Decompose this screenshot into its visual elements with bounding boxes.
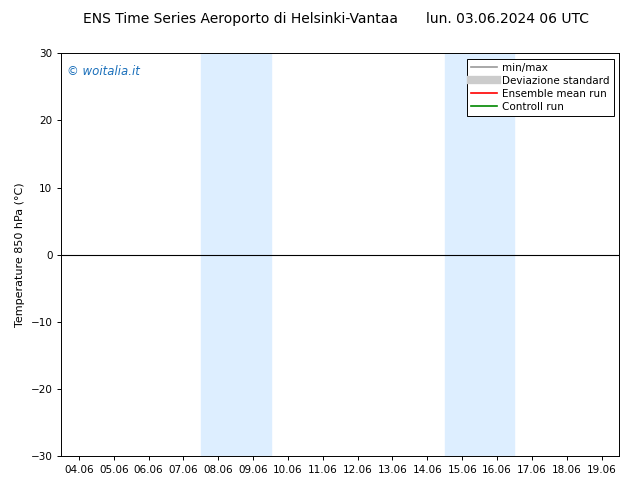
Bar (445, 53, 514, 456)
Text: lun. 03.06.2024 06 UTC: lun. 03.06.2024 06 UTC (425, 12, 589, 26)
Legend: min/max, Deviazione standard, Ensemble mean run, Controll run: min/max, Deviazione standard, Ensemble m… (467, 58, 614, 116)
Bar (201, 53, 271, 456)
Y-axis label: Temperature 850 hPa (°C): Temperature 850 hPa (°C) (15, 182, 25, 327)
Text: © woitalia.it: © woitalia.it (67, 65, 140, 78)
Text: ENS Time Series Aeroporto di Helsinki-Vantaa: ENS Time Series Aeroporto di Helsinki-Va… (84, 12, 398, 26)
